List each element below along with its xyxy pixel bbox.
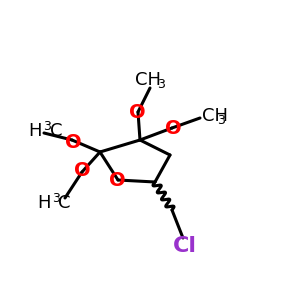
Text: 3: 3 (52, 193, 60, 206)
Text: 3: 3 (157, 77, 165, 91)
Text: Cl: Cl (173, 236, 197, 256)
Text: C: C (50, 122, 62, 140)
Text: H: H (28, 122, 42, 140)
Text: 3: 3 (217, 113, 225, 127)
Text: CH: CH (135, 71, 161, 89)
Text: 3: 3 (43, 121, 51, 134)
Text: O: O (74, 161, 90, 181)
Text: C: C (58, 194, 70, 212)
Text: O: O (129, 103, 145, 122)
Text: CH: CH (202, 107, 228, 125)
Text: O: O (109, 172, 125, 190)
Text: O: O (65, 133, 81, 152)
Text: H: H (38, 194, 51, 212)
Text: O: O (165, 119, 181, 139)
